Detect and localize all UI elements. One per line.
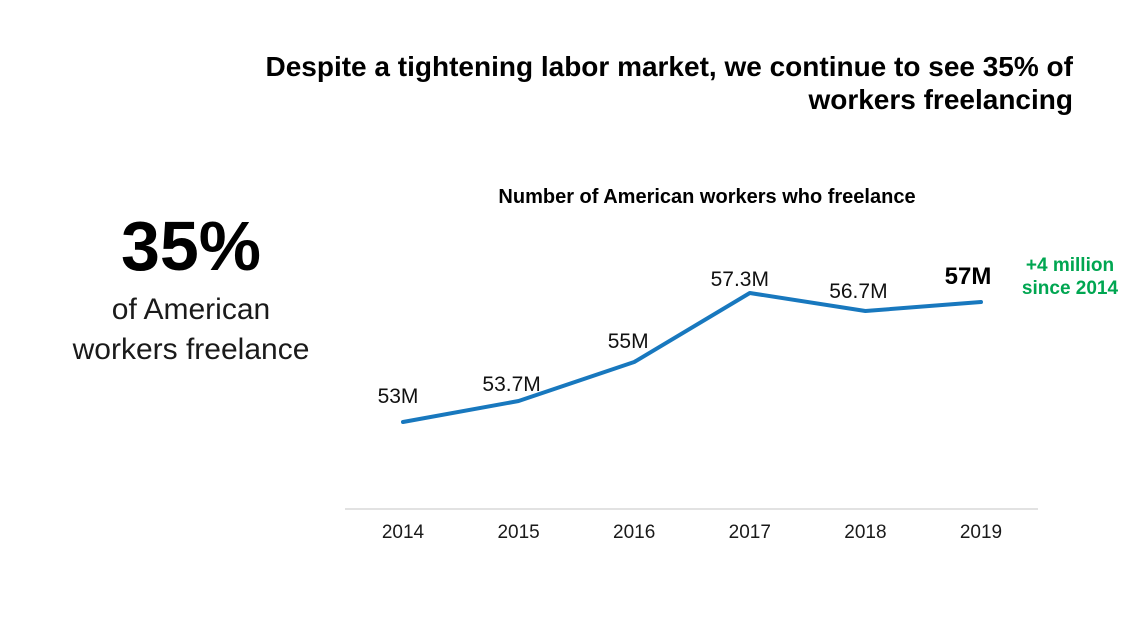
stat-label-line-2: workers freelance: [72, 333, 310, 366]
chart-title: Number of American workers who freelance: [498, 186, 916, 208]
x-tick-2018: 2018: [844, 522, 887, 543]
data-label-2019: 57M: [944, 263, 992, 290]
stat-label-line-1: of American: [111, 293, 271, 326]
stat-block: 35% of American workers freelance: [41, 210, 341, 370]
data-label-2015: 53.7M: [482, 373, 541, 396]
x-tick-2017: 2017: [728, 522, 771, 543]
growth-annotation-line-2: since 2014: [1021, 278, 1119, 299]
data-label-2018: 56.7M: [829, 280, 888, 303]
data-label-2014: 53M: [377, 385, 419, 408]
stat-label: of American workers freelance: [41, 290, 341, 370]
growth-annotation-line-1: +4 million: [1025, 255, 1115, 276]
x-tick-2016: 2016: [613, 522, 656, 543]
page-title: Despite a tightening labor market, we co…: [100, 50, 1073, 116]
growth-annotation: +4 million since 2014: [996, 254, 1144, 300]
x-tick-2019: 2019: [959, 522, 1003, 543]
freelance-series-line: [401, 291, 983, 424]
stat-value: 35%: [120, 207, 262, 285]
page-title-line-1: Despite a tightening labor market, we co…: [265, 51, 1073, 82]
x-tick-2014: 2014: [381, 522, 425, 543]
x-tick-2015: 2015: [497, 522, 540, 543]
data-label-2017: 57.3M: [710, 268, 769, 291]
page-title-line-2: workers freelancing: [808, 84, 1073, 115]
data-label-2016: 55M: [607, 330, 649, 353]
